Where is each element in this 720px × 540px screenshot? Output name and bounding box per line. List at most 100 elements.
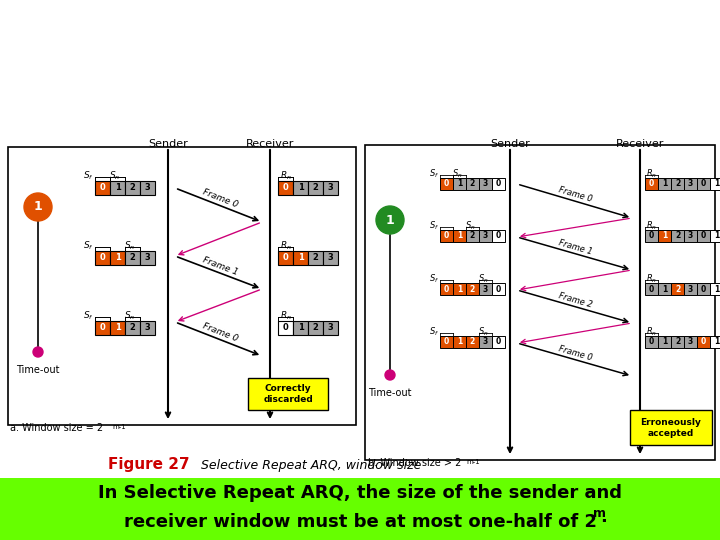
Bar: [140, 181, 155, 195]
Text: $S_n$: $S_n$: [478, 326, 489, 338]
Text: $R_n$: $R_n$: [279, 310, 292, 322]
Text: $S_f$: $S_f$: [429, 273, 439, 285]
Text: 1: 1: [114, 184, 120, 192]
Text: $R_n$: $R_n$: [646, 220, 657, 232]
Text: $R_n$: $R_n$: [646, 168, 657, 180]
Bar: [453, 178, 466, 190]
Text: 3: 3: [483, 285, 488, 294]
Text: 2: 2: [312, 323, 318, 333]
Bar: [95, 321, 110, 335]
Text: 3: 3: [328, 184, 333, 192]
Text: 3: 3: [483, 232, 488, 240]
Bar: [710, 283, 720, 295]
Text: 3: 3: [688, 285, 693, 294]
Text: m: m: [593, 507, 606, 520]
Bar: [125, 251, 140, 265]
Text: In Selective Repeat ARQ, the size of the sender and: In Selective Repeat ARQ, the size of the…: [98, 484, 622, 502]
Text: $S_n$: $S_n$: [124, 310, 135, 322]
Bar: [697, 178, 710, 190]
Bar: [248, 378, 328, 410]
Text: Frame 2: Frame 2: [558, 291, 594, 309]
Text: a. Window size = 2: a. Window size = 2: [10, 423, 103, 433]
Text: 0: 0: [701, 338, 706, 347]
Bar: [671, 283, 684, 295]
Text: 1: 1: [297, 184, 303, 192]
Text: 0: 0: [496, 338, 501, 347]
Bar: [440, 178, 453, 190]
Text: 0: 0: [649, 338, 654, 347]
Circle shape: [385, 370, 395, 380]
Text: 3: 3: [483, 338, 488, 347]
Bar: [645, 336, 658, 348]
Text: 1: 1: [386, 213, 395, 226]
Text: 1: 1: [297, 253, 303, 262]
Bar: [479, 230, 492, 242]
Text: 0: 0: [496, 285, 501, 294]
Text: 3: 3: [328, 323, 333, 333]
Text: Selective Repeat ARQ, window size: Selective Repeat ARQ, window size: [193, 458, 421, 471]
Text: Frame 0: Frame 0: [558, 344, 594, 362]
Text: Sender: Sender: [490, 139, 530, 149]
Bar: [365, 145, 715, 460]
Text: 0: 0: [701, 179, 706, 188]
Text: 0: 0: [496, 232, 501, 240]
Text: 1: 1: [662, 232, 667, 240]
Text: 0: 0: [283, 253, 289, 262]
Text: 0: 0: [649, 232, 654, 240]
Text: 3: 3: [328, 253, 333, 262]
Text: 1: 1: [457, 232, 462, 240]
Bar: [323, 181, 338, 195]
Text: m-1: m-1: [466, 459, 480, 465]
Bar: [645, 230, 658, 242]
Text: Frame 0: Frame 0: [201, 188, 239, 210]
Bar: [492, 336, 505, 348]
Text: Erroneously
accepted: Erroneously accepted: [641, 418, 701, 438]
Text: $R_n$: $R_n$: [646, 273, 657, 285]
Text: 1: 1: [457, 338, 462, 347]
Text: 1: 1: [457, 179, 462, 188]
Text: 3: 3: [688, 232, 693, 240]
Bar: [8, 147, 356, 425]
Bar: [710, 178, 720, 190]
Bar: [697, 230, 710, 242]
Text: 2: 2: [470, 179, 475, 188]
Text: 2: 2: [470, 285, 475, 294]
Bar: [308, 321, 323, 335]
Circle shape: [24, 193, 52, 221]
Text: $S_f$: $S_f$: [429, 220, 439, 232]
Text: $S_f$: $S_f$: [429, 326, 439, 338]
Text: 1: 1: [457, 285, 462, 294]
Bar: [630, 410, 712, 445]
Bar: [658, 230, 671, 242]
Bar: [645, 283, 658, 295]
Bar: [0, 478, 720, 540]
Text: $R_n$: $R_n$: [279, 170, 292, 183]
Text: 0: 0: [444, 179, 449, 188]
Bar: [658, 336, 671, 348]
Text: Figure 27: Figure 27: [109, 457, 190, 472]
Bar: [466, 178, 479, 190]
Bar: [95, 181, 110, 195]
Text: $S_f$: $S_f$: [84, 240, 94, 252]
Text: $S_f$: $S_f$: [84, 310, 94, 322]
Text: 2: 2: [130, 184, 135, 192]
Text: 2: 2: [675, 232, 680, 240]
Bar: [308, 181, 323, 195]
Bar: [684, 178, 697, 190]
Circle shape: [376, 206, 404, 234]
Text: $S_n$: $S_n$: [465, 220, 476, 232]
Bar: [453, 336, 466, 348]
Bar: [323, 251, 338, 265]
Text: 0: 0: [496, 179, 501, 188]
Bar: [671, 336, 684, 348]
Bar: [440, 336, 453, 348]
Bar: [671, 178, 684, 190]
Bar: [479, 336, 492, 348]
Text: 1: 1: [714, 285, 719, 294]
Text: 0: 0: [701, 232, 706, 240]
Text: 0: 0: [444, 285, 449, 294]
Text: Sender: Sender: [148, 139, 188, 149]
Bar: [466, 230, 479, 242]
Text: 3: 3: [688, 338, 693, 347]
Bar: [492, 230, 505, 242]
